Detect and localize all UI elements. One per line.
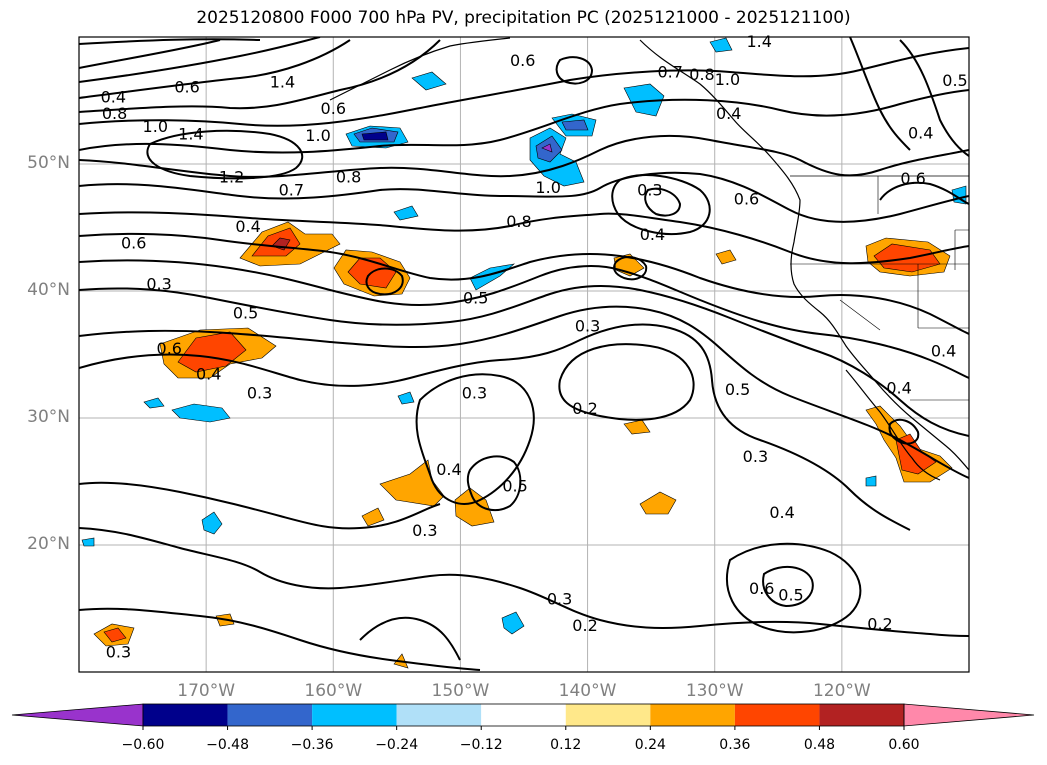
colorbar-tick-label: −0.12 [446, 737, 516, 753]
contour-label: 1.2 [219, 168, 244, 187]
precip-blob-medblue [562, 120, 588, 130]
contour-label: 0.7 [657, 62, 682, 81]
contour-label: 1.4 [270, 72, 295, 91]
lon-tick-label: 120°W [802, 681, 882, 701]
contour-label: 0.5 [942, 71, 967, 90]
contour-label: 0.8 [506, 212, 531, 231]
colorbar-tick-label: 0.60 [869, 737, 939, 753]
colorbar-tick-label: −0.24 [362, 737, 432, 753]
contour-label: 0.5 [233, 304, 258, 323]
contour-label: 0.3 [462, 384, 487, 403]
weather-map: 0.40.81.0 1.40.6 1.41.20.70.80.61.00.60.40… [0, 0, 1047, 765]
lon-tick-label: 150°W [420, 681, 500, 701]
contour-label: 0.2 [867, 615, 892, 634]
contour-label: 0.4 [196, 365, 221, 384]
contour-label: 0.6 [749, 579, 774, 598]
colorbar-tick-label: −0.60 [108, 737, 178, 753]
colorbar-extend-min [12, 704, 143, 726]
lat-tick-label: 40°N [18, 280, 70, 300]
contour-label: 0.3 [547, 589, 572, 608]
contour-label: 0.3 [106, 643, 131, 662]
lat-tick-label: 20°N [18, 534, 70, 554]
contour-label: 1.0 [535, 178, 560, 197]
colorbar-tick-label: 0.12 [531, 737, 601, 753]
contour-label: 0.6 [174, 78, 199, 97]
lon-tick-label: 140°W [548, 681, 628, 701]
colorbar-segment [481, 704, 566, 726]
colorbar-segment [397, 704, 482, 726]
lon-tick-label: 160°W [293, 681, 373, 701]
colorbar-segment [650, 704, 735, 726]
contour-label: 0.8 [336, 168, 361, 187]
colorbar-tick-label: 0.48 [784, 737, 854, 753]
contour-label: 0.8 [689, 65, 714, 84]
contour-label: 0.3 [247, 384, 272, 403]
contour-label: 1.4 [746, 32, 771, 51]
lat-tick-label: 30°N [18, 407, 70, 427]
colorbar-segment [312, 704, 397, 726]
contour-label: 0.6 [157, 339, 182, 358]
colorbar-tick-label: −0.36 [277, 737, 347, 753]
colorbar-segment [143, 704, 228, 726]
contour-label: 0.5 [725, 380, 750, 399]
contour-label: 0.8 [102, 104, 127, 123]
colorbar-tick-label: 0.36 [700, 737, 770, 753]
colorbar-extend-max [904, 704, 1034, 726]
contour-label: 0.5 [778, 586, 803, 605]
colorbar-segment [228, 704, 313, 726]
lon-tick-label: 170°W [166, 681, 246, 701]
colorbar-segment [819, 704, 904, 726]
lon-tick-label: 130°W [675, 681, 755, 701]
contour-label: 0.4 [931, 342, 956, 361]
contour-label: 0.3 [146, 274, 171, 293]
contour-label: 0.4 [769, 503, 794, 522]
contour-label: 1.4 [178, 125, 203, 144]
contour-label: 0.3 [575, 316, 600, 335]
contour-label: 0.4 [886, 379, 911, 398]
contour-label: 0.5 [502, 476, 527, 495]
colorbar-tick-label: 0.24 [615, 737, 685, 753]
contour-label: 0.4 [235, 217, 260, 236]
contour-label: 0.5 [463, 288, 488, 307]
contour-label: 0.7 [279, 180, 304, 199]
lat-tick-label: 50°N [18, 153, 70, 173]
contour-label: 1.0 [305, 126, 330, 145]
colorbar [12, 704, 1034, 730]
contour-label: 1.0 [143, 117, 168, 136]
contour-label: 0.6 [900, 169, 925, 188]
contour-label: 0.4 [640, 225, 665, 244]
contour-label: 0.6 [734, 189, 759, 208]
contour-label: 1.0 [715, 70, 740, 89]
precip-blob-blue [866, 476, 876, 486]
contour-label: 0.6 [510, 51, 535, 70]
contour-label: 0.3 [412, 521, 437, 540]
contour-label: 0.2 [572, 399, 597, 418]
contour-label: 0.6 [321, 99, 346, 118]
colorbar-segment [566, 704, 651, 726]
contour-label: 0.6 [121, 234, 146, 253]
contour-label: 0.2 [572, 616, 597, 635]
contour-label: 0.4 [908, 123, 933, 142]
colorbar-segment [735, 704, 820, 726]
contour-label: 0.4 [436, 460, 461, 479]
contour-label: 0.3 [743, 447, 768, 466]
contour-label: 0.4 [716, 104, 741, 123]
contour-label: 0.3 [637, 180, 662, 199]
colorbar-tick-label: −0.48 [193, 737, 263, 753]
